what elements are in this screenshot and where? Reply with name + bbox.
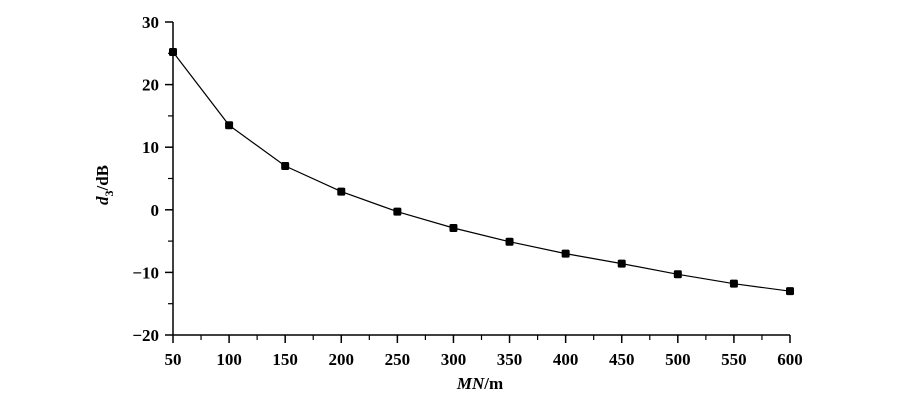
y-tick-label: −20 xyxy=(132,326,159,345)
y-tick-label: 10 xyxy=(142,138,159,157)
x-axis-label-unit: /m xyxy=(483,374,503,393)
data-point-marker xyxy=(617,259,626,268)
x-tick-label: 550 xyxy=(721,350,747,369)
x-tick-label: 450 xyxy=(609,350,635,369)
plot-area: −20 −10 0 10 20 30 50 100 150 200 250 300 350 400 450… xyxy=(132,13,802,369)
y-tick-label: 30 xyxy=(142,13,159,32)
data-point-marker xyxy=(561,249,570,258)
x-tick-label: 600 xyxy=(777,350,803,369)
data-point-marker xyxy=(225,121,234,130)
data-point-marker xyxy=(337,187,346,196)
x-tick-label: 200 xyxy=(329,350,355,369)
data-point-marker xyxy=(673,270,682,279)
x-tick-label: 350 xyxy=(497,350,523,369)
x-ticks: 50 100 150 200 250 300 350 400 450 500 550 600 xyxy=(165,335,803,369)
x-tick-label: 50 xyxy=(165,350,182,369)
x-axis-label-main: MN xyxy=(456,374,485,393)
x-tick-label: 250 xyxy=(385,350,411,369)
data-point-marker xyxy=(281,161,290,170)
series-line xyxy=(172,51,791,292)
data-point-marker xyxy=(169,48,177,57)
x-tick-label: 400 xyxy=(553,350,579,369)
y-tick-label: 0 xyxy=(151,201,160,220)
y-axis-label: d3/dB xyxy=(93,165,116,205)
data-point-marker xyxy=(449,223,458,232)
data-point-marker xyxy=(786,287,794,296)
x-tick-label: 500 xyxy=(665,350,691,369)
x-axis-label: MN/m xyxy=(456,374,503,393)
y-tick-label: 20 xyxy=(142,76,159,95)
data-point-marker xyxy=(393,207,402,216)
x-tick-label: 300 xyxy=(441,350,467,369)
x-tick-label: 100 xyxy=(216,350,242,369)
y-axis-label-subscript: 3 xyxy=(102,191,116,197)
y-ticks: −20 −10 0 10 20 30 xyxy=(132,13,173,345)
y-axis-label-main: d xyxy=(93,196,112,205)
y-tick-label: −10 xyxy=(132,263,159,282)
series-points xyxy=(169,48,794,296)
data-point-marker xyxy=(729,279,738,288)
y-axis-label-unit: /dB xyxy=(93,165,112,192)
data-point-marker xyxy=(505,237,514,246)
data-line xyxy=(172,51,791,292)
x-tick-label: 150 xyxy=(272,350,298,369)
